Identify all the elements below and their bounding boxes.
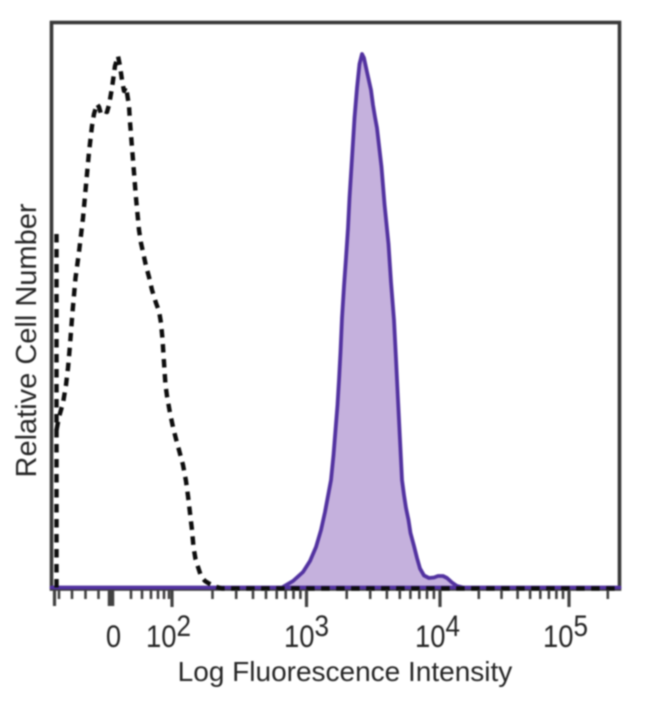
svg-text:0: 0 bbox=[106, 619, 121, 654]
svg-text:Log Fluorescence Intensity: Log Fluorescence Intensity bbox=[178, 656, 513, 687]
svg-text:Relative Cell Number: Relative Cell Number bbox=[11, 203, 43, 477]
